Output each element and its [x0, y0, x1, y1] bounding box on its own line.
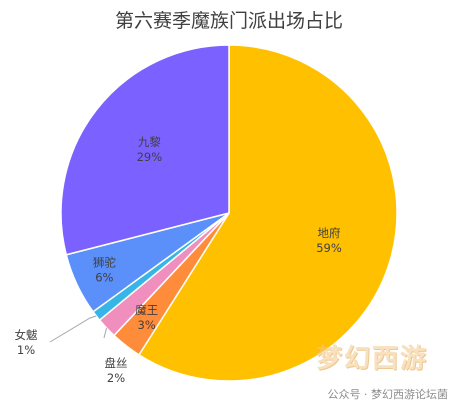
- slice-name-label: 地府: [318, 226, 341, 240]
- pie-slice-1: [137, 44, 398, 382]
- watermark-logo: 梦幻西游: [316, 344, 429, 374]
- pie-slice-6: [60, 44, 230, 256]
- leader-line-3: [103, 327, 108, 339]
- slice-value-label: 29%: [137, 150, 163, 164]
- slice-name-label: 盘丝: [105, 356, 128, 370]
- slice-value-label: 1%: [17, 343, 35, 357]
- slice-value-label: 3%: [138, 318, 156, 332]
- slice-name-label: 女魃: [15, 328, 38, 342]
- slice-value-label: 2%: [107, 371, 125, 385]
- chart-title: 第六赛季魔族门派出场占比: [114, 10, 343, 32]
- slice-name-label: 九黎: [138, 135, 161, 149]
- slice-name-label: 魔王: [135, 303, 158, 317]
- slice-value-label: 59%: [316, 241, 342, 255]
- slice-name-label: 狮驼: [93, 256, 116, 270]
- watermark-text: 公众号 · 梦幻西游论坛菌: [327, 388, 449, 401]
- leader-line-4: [49, 315, 97, 343]
- slice-value-label: 6%: [95, 271, 113, 285]
